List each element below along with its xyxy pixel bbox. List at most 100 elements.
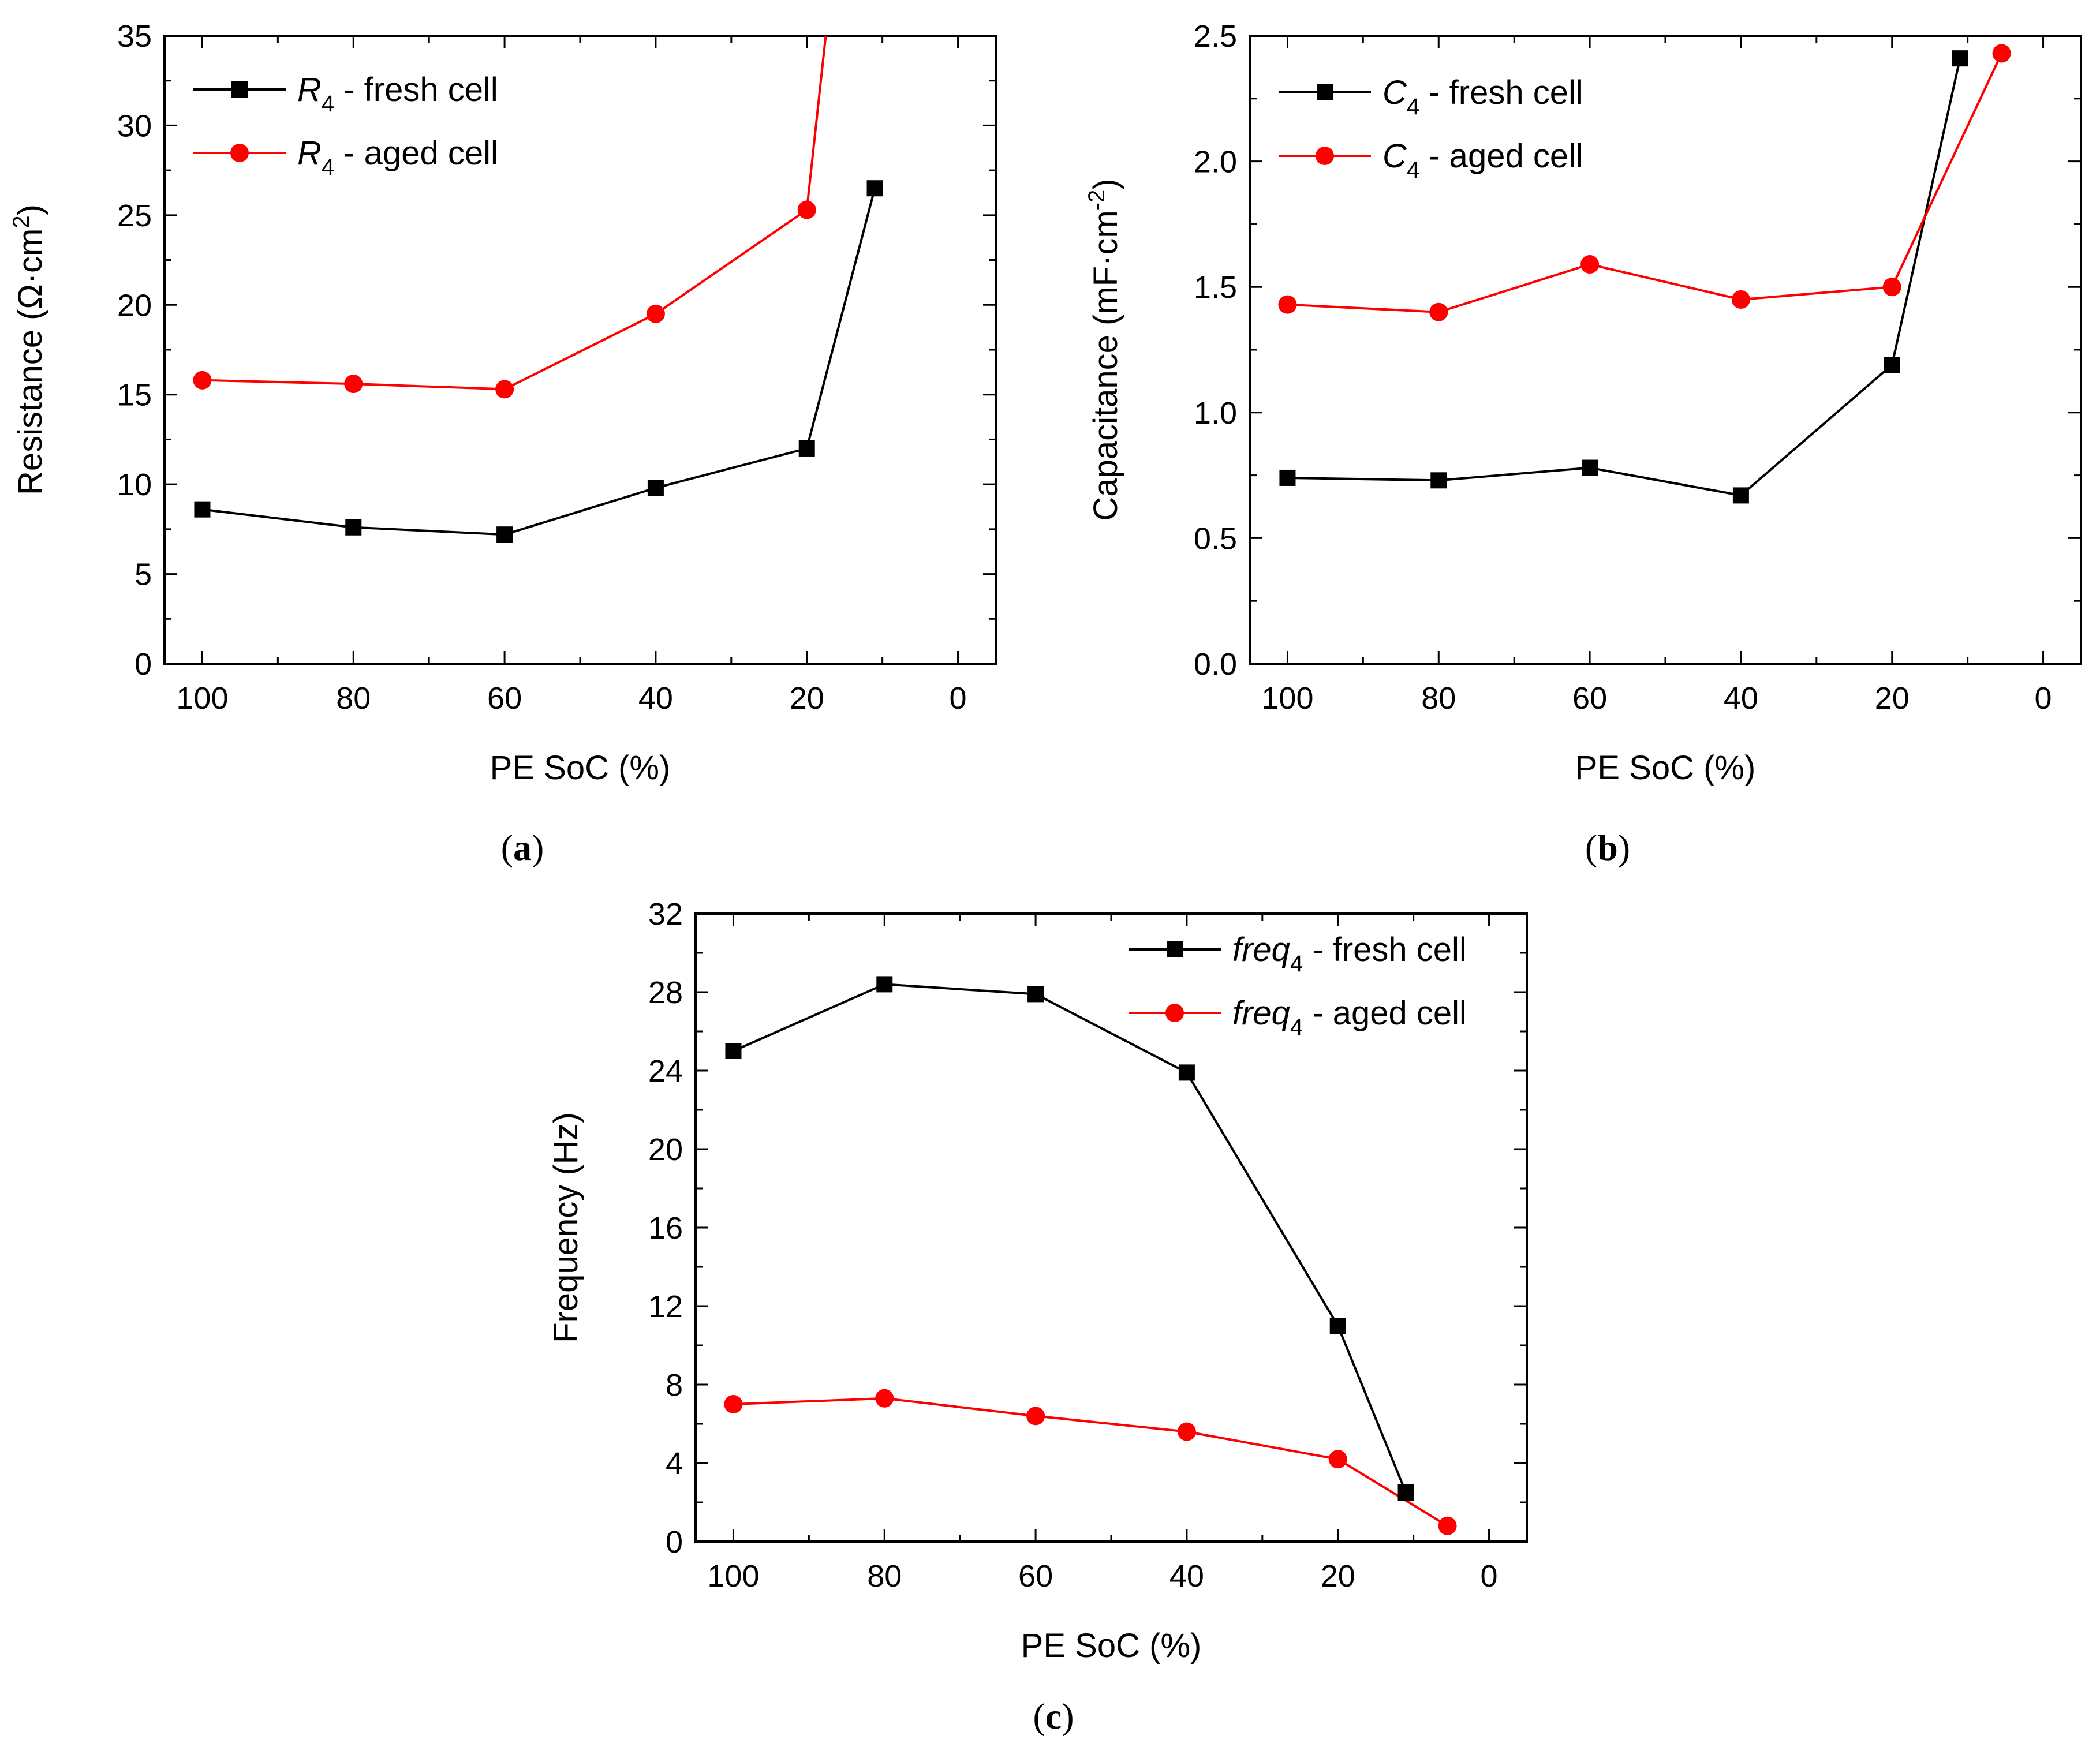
data-point-fresh xyxy=(1430,472,1447,489)
data-point-aged xyxy=(875,1389,894,1408)
data-point-fresh xyxy=(1732,487,1749,504)
legend: R4 - fresh cell R4 - aged cell xyxy=(193,71,498,180)
y-axis-label: Resistance (Ω·cm2) xyxy=(9,204,49,495)
legend-label: R4 - fresh cell xyxy=(297,71,498,117)
data-point-aged xyxy=(646,304,665,323)
data-point-fresh xyxy=(194,501,211,518)
y-tick-label: 20 xyxy=(648,1132,683,1167)
y-tick-label: 10 xyxy=(117,467,152,502)
x-tick-label: 40 xyxy=(638,681,673,716)
data-point-fresh xyxy=(647,480,664,496)
x-tick-label: 20 xyxy=(1321,1559,1355,1594)
panel-label: (c) xyxy=(1033,1696,1074,1737)
data-point-aged xyxy=(1731,290,1750,309)
data-point-fresh xyxy=(1397,1484,1414,1501)
data-point-fresh xyxy=(496,526,513,543)
x-tick-label: 100 xyxy=(707,1559,759,1594)
series-line-aged xyxy=(733,1397,1448,1527)
legend-marker-circle xyxy=(230,144,249,162)
data-point-aged xyxy=(1177,1422,1196,1441)
data-point-aged xyxy=(1882,278,1901,297)
data-point-fresh xyxy=(1952,50,1968,67)
y-tick-label: 0 xyxy=(134,647,152,682)
y-tick-label: 25 xyxy=(117,199,152,233)
x-tick-label: 100 xyxy=(176,681,228,716)
data-point-aged xyxy=(1026,1407,1045,1426)
data-point-aged xyxy=(1429,302,1448,321)
x-axis-label: PE SoC (%) xyxy=(1021,1627,1202,1665)
x-axis-label: PE SoC (%) xyxy=(1575,749,1756,787)
chart-panel-a: 100 80 60 40 20 0 0 5 10 15 20 25 30 35 PE SoC (%) Resi… xyxy=(9,19,997,868)
series-line-fresh xyxy=(733,983,1407,1493)
data-point-aged xyxy=(724,1395,743,1413)
legend-marker-circle xyxy=(1165,1004,1184,1022)
y-tick-label: 0.0 xyxy=(1194,647,1237,682)
legend: C4 - fresh cell C4 - aged cell xyxy=(1279,74,1583,183)
data-point-fresh xyxy=(1027,986,1044,1003)
y-tick-label: 28 xyxy=(648,975,683,1010)
data-point-fresh xyxy=(1582,459,1598,476)
x-tick-label: 40 xyxy=(1724,681,1758,716)
y-tick-label: 16 xyxy=(648,1211,683,1245)
x-tick-label: 20 xyxy=(790,681,824,716)
x-tick-label: 60 xyxy=(1018,1559,1053,1594)
y-tick-label: 1.5 xyxy=(1194,270,1237,305)
x-tick-label: 20 xyxy=(1875,681,1910,716)
data-point-fresh xyxy=(725,1043,742,1059)
x-tick-label: 80 xyxy=(336,681,371,716)
legend-marker-square xyxy=(1167,941,1183,957)
y-axis-label: Capacitance (mF·cm-2) xyxy=(1084,178,1124,521)
chart-panel-c: 100 80 60 40 20 0 0 4 8 12 16 20 24 28 32 PE SoC (%) Fre… xyxy=(547,897,1528,1737)
x-tick-label: 60 xyxy=(1572,681,1607,716)
y-tick-label: 4 xyxy=(666,1446,683,1481)
data-point-aged xyxy=(1992,44,2011,63)
legend-label: freq4 - aged cell xyxy=(1232,994,1467,1040)
y-tick-label: 20 xyxy=(117,288,152,323)
data-layer xyxy=(733,983,1448,1527)
x-tick-label: 60 xyxy=(487,681,522,716)
series-line-aged xyxy=(202,36,827,391)
y-tick-label: 24 xyxy=(648,1054,683,1089)
data-point-fresh xyxy=(798,440,815,457)
data-point-fresh xyxy=(1178,1064,1195,1081)
data-point-fresh xyxy=(1329,1318,1346,1334)
data-point-aged xyxy=(344,375,363,394)
y-tick-label: 35 xyxy=(117,19,152,54)
legend-label: R4 - aged cell xyxy=(297,134,498,180)
y-tick-label: 8 xyxy=(666,1368,683,1402)
plot-frame xyxy=(1249,35,2082,665)
data-point-aged xyxy=(1580,255,1600,274)
x-tick-label: 0 xyxy=(1481,1559,1498,1594)
data-point-aged xyxy=(1328,1450,1347,1469)
y-tick-label: 30 xyxy=(117,109,152,143)
data-point-aged xyxy=(495,380,514,399)
data-layer xyxy=(1287,53,2003,497)
data-point-fresh xyxy=(1279,469,1296,486)
plot-frame xyxy=(163,35,997,665)
legend-label: C4 - aged cell xyxy=(1382,137,1583,183)
panel-label: (a) xyxy=(501,827,544,868)
y-tick-label: 0 xyxy=(666,1525,683,1559)
y-tick-label: 5 xyxy=(134,558,152,592)
x-tick-label: 0 xyxy=(2035,681,2052,716)
y-tick-label: 2.0 xyxy=(1194,145,1237,179)
data-point-fresh xyxy=(866,180,883,197)
series-line-fresh xyxy=(1287,58,1961,497)
y-axis-label: Frequency (Hz) xyxy=(547,1112,585,1343)
x-tick-label: 80 xyxy=(1421,681,1456,716)
y-tick-label: 1.0 xyxy=(1194,396,1237,431)
y-tick-label: 32 xyxy=(648,897,683,932)
data-layer xyxy=(202,36,876,536)
y-tick-label: 2.5 xyxy=(1194,19,1237,54)
data-point-aged xyxy=(1438,1516,1457,1535)
chart-panel-b: 100 80 60 40 20 0 0.0 0.5 1.0 1.5 2.0 2.5 PE SoC (%)… xyxy=(1084,19,2082,868)
data-point-fresh xyxy=(876,976,893,993)
data-point-aged xyxy=(1278,295,1297,314)
x-tick-label: 100 xyxy=(1261,681,1313,716)
legend: freq4 - fresh cell freq4 - aged cell xyxy=(1129,931,1467,1040)
series-line-fresh xyxy=(202,188,876,536)
data-point-aged xyxy=(797,200,816,219)
x-tick-label: 40 xyxy=(1169,1559,1204,1594)
legend-marker-square xyxy=(1317,84,1333,100)
